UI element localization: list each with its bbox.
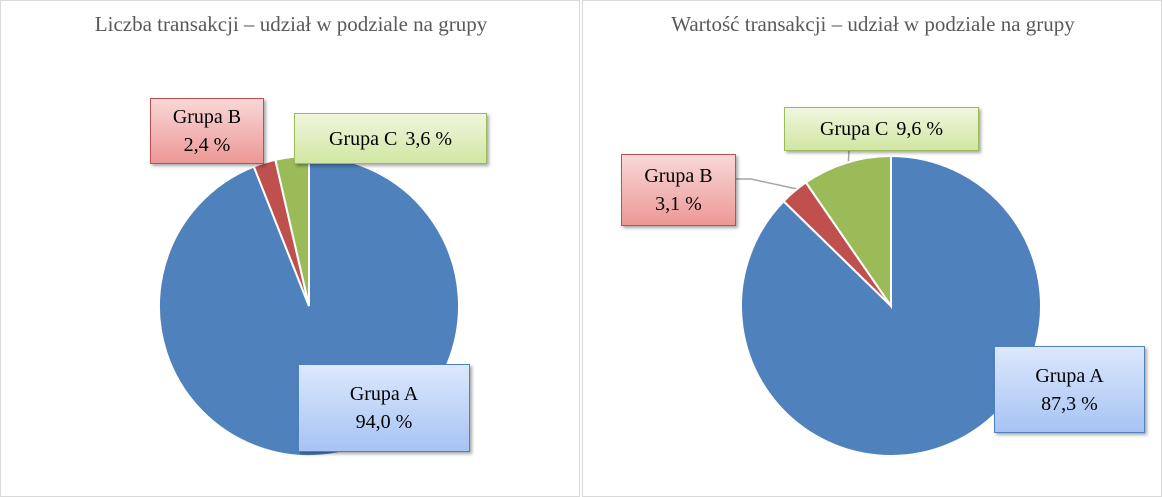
pie-chart <box>158 154 460 457</box>
label-category: Grupa B <box>644 165 713 187</box>
label-value: 3,1 % <box>655 193 702 215</box>
label-value: 9,6 % <box>896 118 943 140</box>
label-value: 94,0 % <box>355 411 413 433</box>
chart-title: Wartość transakcji – udział w podziale n… <box>671 12 1075 36</box>
chart-panel: Liczba transakcji – udział w podziale na… <box>0 0 580 497</box>
label-category: Grupa B <box>172 106 242 128</box>
label-category: Grupa A <box>349 383 419 405</box>
label-category: Grupa C <box>329 127 398 150</box>
label-category: Grupa A <box>1035 364 1104 387</box>
label-value: 2,4 % <box>183 134 231 156</box>
leader-line <box>736 178 798 190</box>
data-label: Grupa C 3,6 % <box>294 113 487 164</box>
pie-chart <box>736 150 1042 457</box>
label-value: 3,6 % <box>405 127 452 150</box>
pie-slice <box>804 154 892 310</box>
data-label: Grupa A 94,0 % <box>298 364 470 452</box>
label-value: 87,3 % <box>1041 392 1098 415</box>
label-category: Grupa C <box>820 118 889 140</box>
chart-panel: Wartość transakcji – udział w podziale n… <box>582 0 1162 497</box>
data-label: Grupa B 2,4 % <box>150 98 264 164</box>
data-label: Grupa C 9,6 % <box>784 107 979 151</box>
data-label: Grupa A 87,3 % <box>994 346 1145 433</box>
chart-title: Liczba transakcji – udział w podziale na… <box>94 12 488 36</box>
data-label: Grupa B 3,1 % <box>621 154 736 226</box>
